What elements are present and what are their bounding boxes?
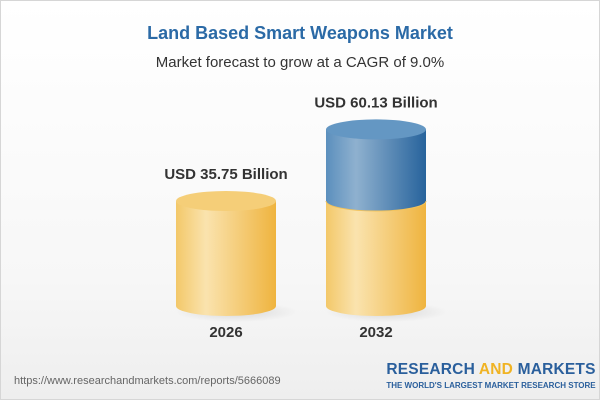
bar-top-2032 — [326, 119, 426, 140]
x-tick-label: 2032 — [359, 324, 392, 341]
bar-base-2026-body — [176, 201, 276, 316]
research-and-markets-logo: RESEARCH AND MARKETS THE WORLD'S LARGEST… — [386, 361, 596, 390]
source-url[interactable]: https://www.researchandmarkets.com/repor… — [14, 375, 281, 387]
x-tick-label: 2026 — [209, 324, 242, 341]
chart-title: Land Based Smart Weapons Market — [147, 23, 453, 43]
bar-top-2026 — [176, 191, 276, 211]
chart-subtitle: Market forecast to grow at a CAGR of 9.0… — [155, 54, 445, 71]
bar-seam — [325, 200, 427, 212]
data-label: USD 60.13 Billion — [314, 94, 437, 111]
bar-base-2032-body — [326, 201, 426, 316]
bar-growth-2032-body — [326, 129, 426, 211]
data-label: USD 35.75 Billion — [164, 166, 287, 183]
